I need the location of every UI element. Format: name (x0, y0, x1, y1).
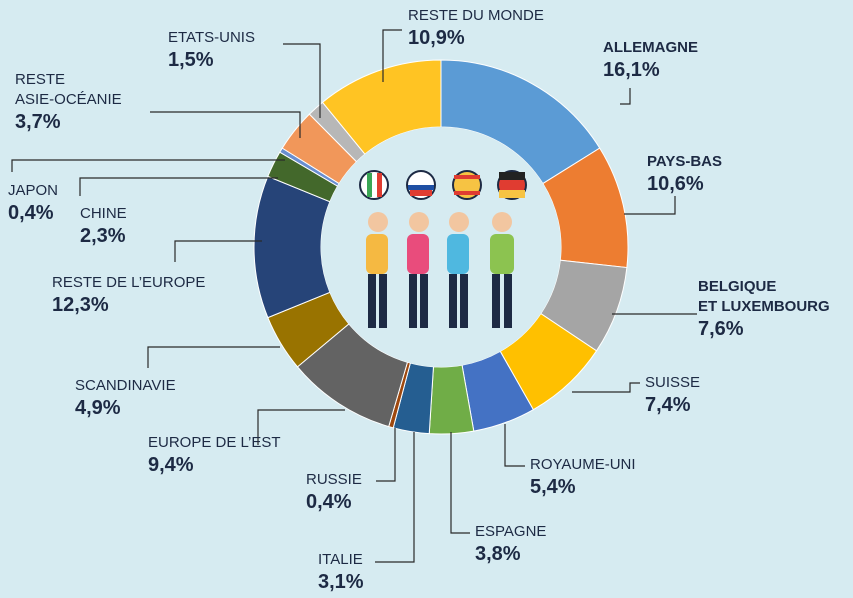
leader-line (150, 112, 300, 138)
value-label: 2,3% (80, 224, 127, 248)
leader-line (451, 432, 470, 533)
category-label: RESTE ASIE-OCÉANIE (15, 70, 122, 110)
leader-line (505, 424, 525, 466)
value-label: 0,4% (306, 490, 362, 514)
category-label: PAYS-BAS (647, 152, 722, 172)
category-label: ETATS-UNIS (168, 28, 255, 48)
value-label: 3,8% (475, 542, 546, 566)
category-label: ROYAUME-UNI (530, 455, 636, 475)
leader-line (80, 178, 278, 196)
category-label: CHINE (80, 204, 127, 224)
leader-line (572, 383, 640, 392)
category-label: ITALIE (318, 550, 364, 570)
category-label: SUISSE (645, 373, 700, 393)
value-label: 0,4% (8, 201, 58, 225)
value-label: 7,6% (698, 317, 830, 341)
value-label: 3,7% (15, 110, 122, 134)
leader-line (175, 241, 262, 262)
leader-line (620, 88, 630, 104)
leader-line (624, 196, 675, 214)
leader-line (376, 428, 395, 481)
page: {"chart_data":{"type":"pie", "categories… (0, 0, 853, 598)
leader-line (12, 160, 285, 172)
category-label: RUSSIE (306, 470, 362, 490)
value-label: 5,4% (530, 475, 636, 499)
category-label: SCANDINAVIE (75, 376, 176, 396)
illustration (321, 127, 561, 367)
category-label: ALLEMAGNE (603, 38, 698, 58)
value-label: 16,1% (603, 58, 698, 82)
leader-line (148, 347, 280, 368)
value-label: 3,1% (318, 570, 364, 594)
category-label: EUROPE DE L’EST (148, 433, 281, 453)
category-label: JAPON (8, 181, 58, 201)
value-label: 4,9% (75, 396, 176, 420)
value-label: 10,6% (647, 172, 722, 196)
category-label: RESTE DE L’EUROPE (52, 273, 205, 293)
value-label: 12,3% (52, 293, 205, 317)
category-label: BELGIQUE ET LUXEMBOURG (698, 277, 830, 317)
category-label: RESTE DU MONDE (408, 6, 544, 26)
value-label: 7,4% (645, 393, 700, 417)
value-label: 10,9% (408, 26, 544, 50)
category-label: ESPAGNE (475, 522, 546, 542)
value-label: 9,4% (148, 453, 281, 477)
value-label: 1,5% (168, 48, 255, 72)
leader-line (283, 44, 320, 118)
